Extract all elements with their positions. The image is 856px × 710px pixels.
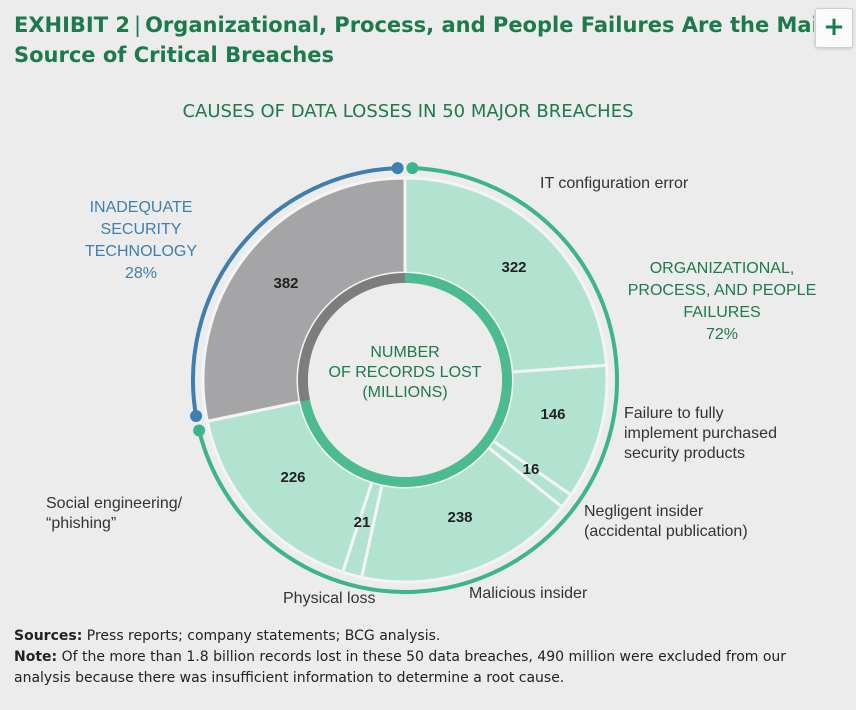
- callout-it-configuration: IT configuration error: [540, 175, 689, 192]
- exhibit-separator: |: [134, 13, 142, 37]
- value-label-technology: 382: [273, 275, 298, 292]
- group-arc-organizational: [197, 166, 619, 594]
- sources-text: Press reports; company statements; BCG a…: [82, 628, 441, 644]
- value-label-it-configuration-error: 322: [501, 259, 526, 276]
- note-label: Note:: [14, 649, 58, 665]
- center-label: NUMBER OF RECORDS LOST (MILLIONS): [329, 344, 482, 401]
- value-label-social-engineering-phishing: 226: [280, 469, 305, 486]
- value-label-failure-to-fully-implement-pur: 146: [540, 406, 565, 423]
- group-label-organizational: ORGANIZATIONAL, PROCESS, AND PEOPLE FAILUR…: [628, 260, 817, 343]
- callout-failure-to-implement: Failure to fully implement purchased secur…: [624, 405, 777, 462]
- group-arc-technology: [191, 166, 398, 417]
- exhibit-title-text-2: Source of Critical Breaches: [14, 43, 334, 67]
- exhibit-title: EXHIBIT 2 | Organizational, Process, and P…: [14, 10, 814, 70]
- exhibit-title-text-1: Organizational, Process, and People Fail…: [145, 13, 814, 37]
- note-text: Of the more than 1.8 billion records los…: [14, 649, 787, 686]
- value-label-malicious-insider: 238: [447, 509, 472, 526]
- inner-band-technology: [297, 273, 405, 402]
- value-label-negligent-insider-accidental-p: 16: [523, 461, 540, 478]
- exhibit-title-line1: EXHIBIT 2 | Organizational, Process, and P…: [14, 10, 814, 40]
- arc-dot-tech-end: [391, 162, 404, 175]
- arc-dot-org-end: [193, 424, 206, 437]
- note-line: Note: Of the more than 1.8 billion recor…: [14, 647, 834, 689]
- chart-title: CAUSES OF DATA LOSSES IN 50 MAJOR BREACH…: [182, 101, 633, 122]
- arc-dot-tech-start: [190, 410, 203, 423]
- donut-center: [308, 283, 502, 477]
- donut-chart: CAUSES OF DATA LOSSES IN 50 MAJOR BREACH…: [46, 101, 817, 607]
- sources-label: Sources:: [14, 628, 83, 644]
- group-label-technology: INADEQUATE SECURITY TECHNOLOGY 28%: [85, 199, 197, 282]
- expand-button[interactable]: +: [815, 8, 853, 48]
- arc-dot-org-start: [406, 162, 419, 175]
- value-label-physical-loss: 21: [354, 514, 371, 531]
- sources-line: Sources: Press reports; company statemen…: [14, 626, 834, 647]
- callout-malicious-insider: Malicious insider: [469, 585, 588, 602]
- callout-social-engineering: Social engineering/“phishing”: [46, 495, 183, 532]
- callout-negligent-insider: Negligent insider (accidental publication…: [584, 503, 748, 540]
- chart-footer: Sources: Press reports; company statemen…: [14, 626, 834, 689]
- callout-physical-loss: Physical loss: [283, 590, 375, 607]
- exhibit-label: EXHIBIT 2: [14, 13, 130, 37]
